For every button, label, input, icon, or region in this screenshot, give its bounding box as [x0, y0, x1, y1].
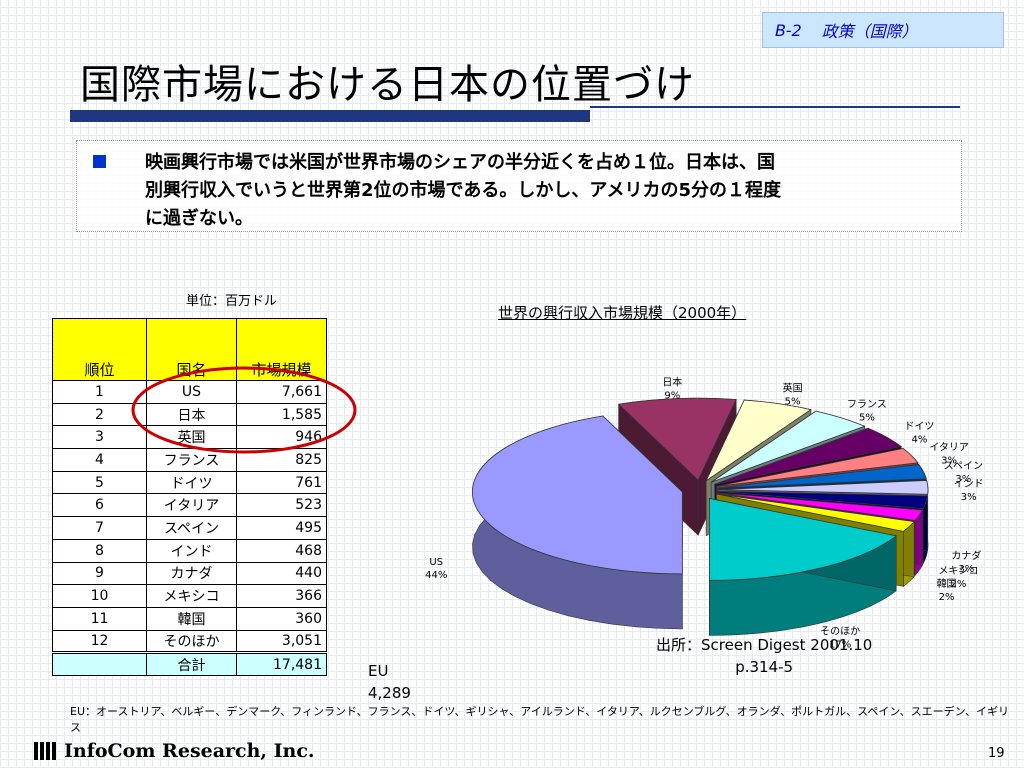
pie-slice-percent: 3% — [941, 456, 957, 467]
pie-slice-percent: 44% — [425, 570, 447, 581]
table-row: 8 インド 468 — [52, 538, 327, 563]
pie-slice-label: カナダ — [951, 549, 981, 562]
title-rule-line — [590, 106, 960, 108]
summary-box: 映画興行市場では米国が世界市場のシェアの半分近くを占め１位。日本は、国 別興行収… — [76, 140, 962, 232]
rank-cell: 7 — [52, 516, 147, 540]
country-cell: そのほか — [146, 629, 237, 654]
bullet-square-icon — [93, 155, 106, 168]
rank-cell: 6 — [52, 493, 147, 518]
eu-footnote: EU：オーストリア、ベルギー、デンマーク、フィンランド、フランス、ドイツ、ギリシ… — [70, 705, 1009, 734]
country-cell: スペイン — [146, 516, 237, 540]
section-label: 政策（国際） — [821, 22, 918, 41]
rank-cell: 9 — [52, 561, 147, 586]
pie-slice — [708, 497, 898, 636]
page-number: 19 — [988, 746, 1005, 761]
header-rank: 順位 — [52, 318, 147, 381]
market-size-cell: 761 — [236, 470, 327, 495]
section-tag: B-2 政策（国際） — [762, 12, 1004, 48]
market-size-cell: 468 — [236, 538, 327, 563]
table-unit-label: 単位：百万ドル — [186, 294, 278, 309]
pie-slice-percent: 2% — [939, 592, 955, 603]
table-row: 7 スペイン 495 — [52, 516, 327, 540]
eu-label: EU — [368, 662, 389, 680]
rank-cell: 8 — [52, 538, 147, 563]
pie-slice-percent: 3% — [958, 564, 974, 575]
rank-cell: 10 — [52, 584, 147, 608]
section-code: B-2 — [775, 20, 802, 40]
source-note: 出所：Screen Digest 2001.10 p.314-5 — [656, 634, 872, 678]
table-row: 10 メキシコ 366 — [52, 584, 327, 608]
country-cell: メキシコ — [146, 584, 237, 608]
table-body: 1 US 7,661 2 日本 1,585 3 英国 946 4 フランス 825 5 ドイツ 761 6 イタ… — [52, 380, 327, 676]
country-cell: 韓国 — [146, 606, 237, 631]
market-size-cell: 523 — [236, 493, 327, 518]
market-size-cell: 1,585 — [236, 402, 327, 427]
table-row: 11 韓国 360 — [52, 606, 327, 631]
title-rule-bar — [70, 110, 590, 122]
pie-slice-label: イタリア — [929, 442, 969, 454]
eu-value: 4,289 — [368, 684, 411, 702]
country-cell: イタリア — [146, 493, 237, 518]
pie-slice-label: スペイン — [944, 461, 983, 472]
pie-slice-percent: 4% — [911, 434, 927, 445]
country-cell: US — [146, 380, 237, 404]
pie-slice-label: 英国 — [783, 381, 803, 394]
table-row: 3 英国 946 — [52, 425, 327, 450]
pie-slice-percent: 9% — [664, 391, 680, 402]
market-size-cell: 360 — [236, 606, 327, 631]
pie-slice-label: そのほか — [820, 626, 860, 638]
total-label-cell: 合計 — [146, 651, 237, 676]
pie-slice-percent: 3% — [961, 492, 977, 503]
source-line: 出所：Screen Digest 2001.10 — [656, 636, 873, 654]
pie-slice-label: インド — [954, 479, 984, 490]
eu-total: EU 4,289 — [368, 660, 411, 704]
chart-title: 世界の興行収入市場規模（2000年） — [498, 304, 747, 322]
slide-title: 国際市場における日本の位置づけ — [80, 62, 695, 108]
summary-text: 映画興行市場では米国が世界市場のシェアの半分近くを占め１位。日本は、国 別興行収… — [145, 149, 951, 233]
rank-cell: 11 — [52, 606, 147, 631]
company-name: InfoCom Research, Inc. — [64, 740, 315, 762]
footer-logo: InfoCom Research, Inc. — [34, 740, 315, 762]
pie-slice-percent: 2% — [950, 579, 966, 590]
pie-slice-percent: 17% — [829, 640, 851, 651]
summary-line: 別興行収入でいうと世界第2位の市場である。しかし、アメリカの5分の１程度 — [145, 180, 781, 201]
rank-cell: 12 — [52, 629, 147, 654]
summary-line: 映画興行市場では米国が世界市場のシェアの半分近くを占め１位。日本は、国 — [145, 152, 775, 173]
pie-slice-percent: 5% — [785, 396, 801, 407]
total-rank-cell — [52, 651, 147, 676]
pie-slice-percent: 3% — [955, 474, 971, 485]
pie-slice-label: フランス — [847, 399, 887, 411]
summary-line: に過ぎない。 — [145, 208, 253, 229]
market-size-cell: 366 — [236, 584, 327, 608]
country-cell: インド — [146, 538, 237, 563]
pie-slice-label: メキシコ — [938, 566, 978, 577]
pie-slice-label: 日本 — [662, 376, 682, 389]
rank-cell: 5 — [52, 470, 147, 495]
market-size-cell: 440 — [236, 561, 327, 586]
pie-slice-label: 韓国 — [937, 578, 957, 590]
pie-slice-label: ドイツ — [904, 421, 934, 432]
country-cell: ドイツ — [146, 470, 237, 495]
table-row: 12 そのほか 3,051 — [52, 629, 327, 654]
table-row: 5 ドイツ 761 — [52, 470, 327, 495]
market-size-cell: 3,051 — [236, 629, 327, 654]
pie-slice-label: US — [429, 557, 443, 568]
pie-slice — [471, 415, 683, 630]
table-row: 6 イタリア 523 — [52, 493, 327, 518]
total-value-cell: 17,481 — [236, 651, 327, 676]
pie-slice-percent: 5% — [859, 413, 875, 424]
source-line: p.314-5 — [735, 658, 794, 676]
table-row: 9 カナダ 440 — [52, 561, 327, 586]
country-cell: カナダ — [146, 561, 237, 586]
market-size-cell: 495 — [236, 516, 327, 540]
logo-stripes-icon — [34, 742, 56, 760]
highlight-ellipse — [131, 366, 357, 454]
table-total-row: 合計 17,481 — [52, 651, 327, 676]
